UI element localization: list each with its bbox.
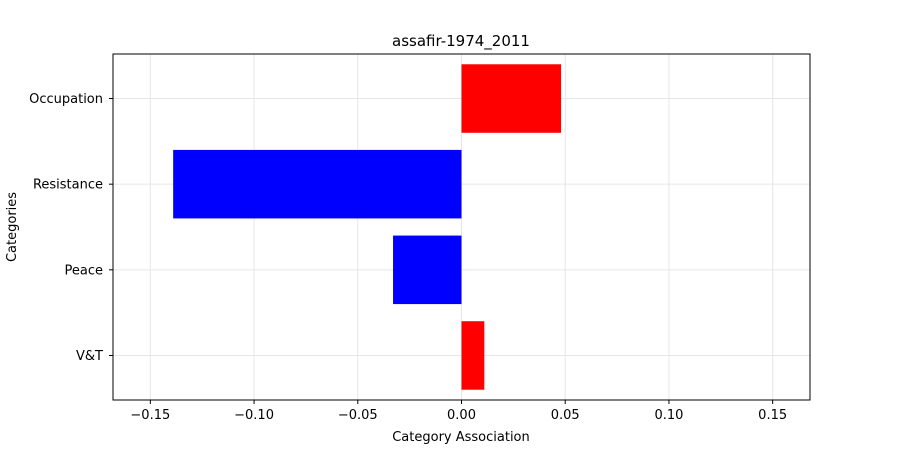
x-tick-label: −0.15 — [130, 408, 170, 423]
y-tick-label: Resistance — [33, 178, 103, 193]
y-axis-ticks: Occupation Resistance Peace V&T — [29, 92, 113, 364]
y-tick-label: Peace — [65, 263, 104, 278]
bar-occupation — [461, 64, 562, 133]
bar-resistance — [173, 149, 462, 219]
x-axis-label: Category Association — [392, 430, 530, 445]
x-tick-label: −0.10 — [234, 408, 274, 423]
y-tick-label: V&T — [76, 349, 103, 364]
x-tick-label: 0.15 — [758, 408, 787, 423]
y-tick-label: Occupation — [29, 92, 103, 107]
x-axis-ticks: −0.15 −0.10 −0.05 0.00 0.05 0.10 0.15 — [130, 400, 787, 423]
x-tick-label: 0.10 — [654, 408, 683, 423]
x-tick-label: −0.05 — [338, 408, 378, 423]
bars — [173, 64, 562, 390]
bar-v-t — [461, 321, 485, 390]
chart-title: assafir-1974_2011 — [392, 32, 530, 51]
x-tick-label: 0.05 — [551, 408, 580, 423]
bar-peace — [393, 235, 462, 305]
y-axis-label: Categories — [5, 192, 20, 262]
x-tick-label: 0.00 — [447, 408, 476, 423]
